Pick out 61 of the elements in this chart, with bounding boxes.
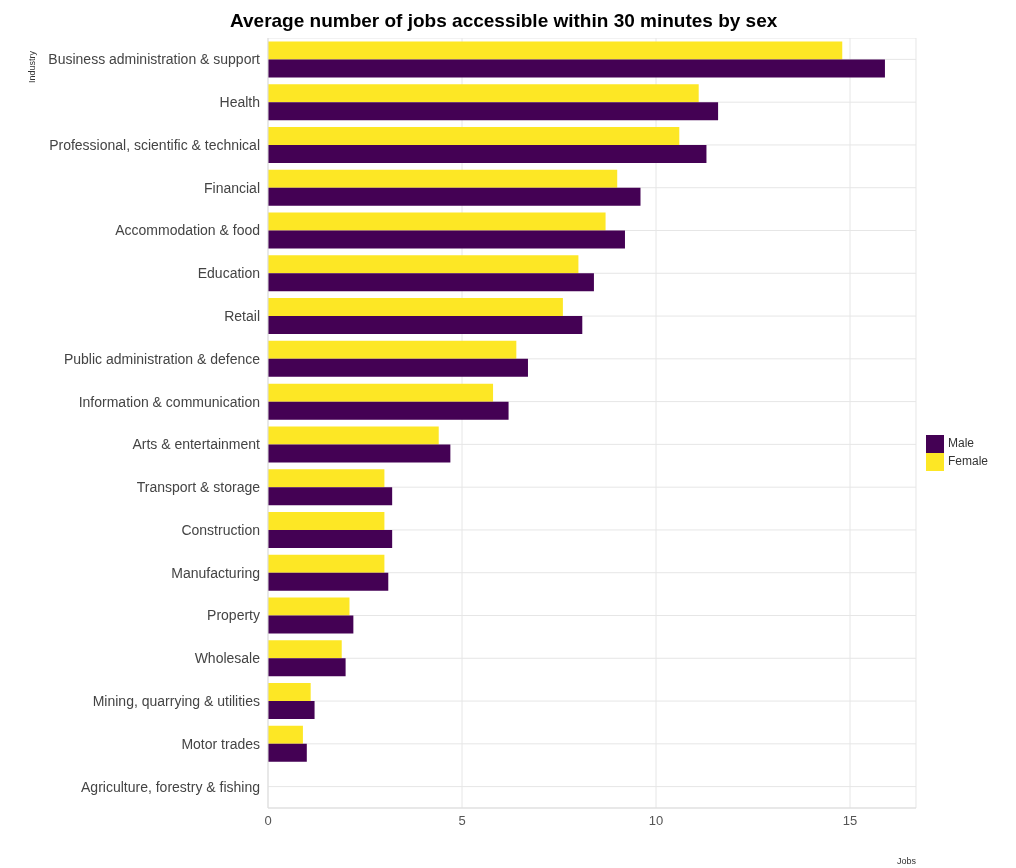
- y-tick-label: Accommodation & food: [115, 222, 260, 239]
- y-tick-label: Construction: [181, 521, 260, 538]
- y-tick-label: Mining, quarrying & utilities: [92, 693, 260, 710]
- y-tick-label: Professional, scientific & technical: [49, 136, 260, 153]
- bar: [268, 316, 583, 335]
- y-tick-label: Health: [219, 94, 260, 111]
- bar: [268, 426, 439, 445]
- bar: [268, 169, 618, 188]
- bar: [268, 444, 451, 463]
- bar: [268, 102, 719, 121]
- bar: [268, 126, 680, 145]
- bar: [268, 383, 494, 402]
- bar: [268, 487, 393, 506]
- y-tick-label: Financial: [203, 179, 260, 196]
- bar: [268, 358, 528, 377]
- x-tick-label: 10: [648, 813, 664, 829]
- x-tick-label: 15: [842, 813, 858, 829]
- bar: [268, 41, 843, 60]
- bar: [268, 572, 389, 591]
- bar: [268, 658, 346, 677]
- x-tick-label: 0: [264, 813, 272, 829]
- bar: [268, 230, 625, 249]
- y-tick-label: Motor trades: [181, 735, 260, 752]
- bar: [268, 187, 641, 206]
- bar: [268, 725, 303, 744]
- y-tick-label: Public administration & defence: [63, 350, 261, 367]
- y-tick-label: Education: [197, 265, 260, 282]
- legend-label: Female: [947, 454, 988, 469]
- y-tick-label: Manufacturing: [171, 564, 260, 581]
- y-tick-label: Property: [207, 607, 260, 624]
- bar: [268, 683, 311, 702]
- y-tick-label: Information & communication: [78, 393, 260, 410]
- bar: [268, 469, 385, 488]
- y-tick-label: Business administration & support: [48, 51, 261, 68]
- y-tick-label: Agriculture, forestry & fishing: [81, 778, 260, 795]
- y-tick-label: Wholesale: [194, 650, 261, 667]
- bar: [268, 144, 707, 163]
- bar: [268, 640, 342, 659]
- bar: [268, 255, 579, 274]
- bar: [268, 212, 606, 231]
- bar: [268, 743, 307, 762]
- bar: [268, 701, 315, 720]
- bar: [268, 554, 385, 573]
- chart-title: Average number of jobs accessible within 30 minutes by sex: [230, 9, 779, 33]
- bar: [268, 273, 594, 292]
- y-axis-title: Industry: [27, 50, 38, 83]
- y-tick-label: Transport & storage: [136, 479, 261, 496]
- bar: [268, 340, 517, 359]
- y-tick-label: Retail: [224, 308, 260, 325]
- bar: [268, 298, 563, 317]
- bar: [268, 511, 385, 530]
- bar: [268, 615, 354, 634]
- bar: [268, 59, 885, 78]
- bar: [268, 84, 699, 103]
- x-axis-title: Jobs: [896, 856, 917, 866]
- legend-label: Male: [947, 436, 974, 451]
- x-tick-label: 5: [458, 813, 466, 829]
- bar: [268, 529, 393, 548]
- y-tick-label: Arts & entertainment: [132, 436, 261, 453]
- bar: [268, 401, 509, 420]
- bar: [268, 597, 350, 616]
